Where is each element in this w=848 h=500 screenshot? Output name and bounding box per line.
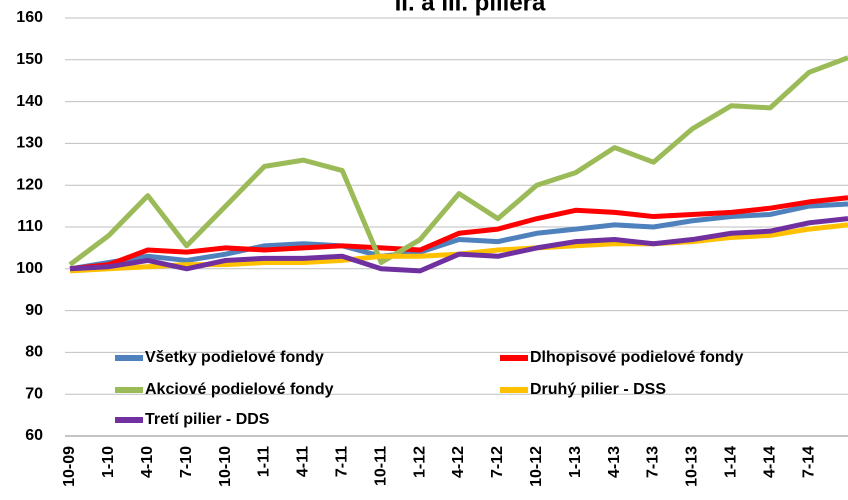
- y-tick-label: 130: [16, 135, 43, 152]
- y-tick-label: 110: [17, 218, 43, 235]
- y-tick-label: 160: [16, 9, 43, 26]
- x-tick-label: 4-14: [761, 446, 778, 478]
- chart-title: II. a III. piliera: [395, 0, 546, 16]
- x-tick-label: 1-12: [411, 446, 428, 478]
- x-tick-label: 1-10: [100, 446, 117, 478]
- x-tick-label: 7-11: [334, 446, 351, 477]
- x-tick-label: 1-11: [256, 446, 273, 477]
- x-tick-label: 4-13: [606, 446, 623, 478]
- y-tick-label: 140: [16, 93, 43, 110]
- series-line: [69, 195, 848, 272]
- y-tick-label: 150: [16, 51, 43, 68]
- x-tick-label: 10-09: [61, 446, 78, 487]
- x-tick-label: 4-12: [450, 446, 467, 478]
- y-tick-label: 80: [25, 344, 43, 361]
- x-tick-label: 7-14: [800, 446, 817, 478]
- y-tick-label: 100: [16, 260, 43, 277]
- y-tick-label: 60: [25, 427, 43, 444]
- legend-label: Akciové podielové fondy: [145, 381, 334, 398]
- legend-label: Tretí pilier - DDS: [145, 411, 270, 428]
- legend-label: Druhý pilier - DSS: [530, 381, 666, 398]
- x-tick-label: 10-13: [684, 446, 701, 487]
- x-tick-label: 10-12: [528, 446, 545, 487]
- y-tick-label: 70: [25, 385, 43, 402]
- series-line: [68, 55, 848, 267]
- x-tick-label: 7-13: [645, 446, 662, 478]
- x-tick-label: 7-10: [178, 446, 195, 478]
- y-tick-label: 90: [25, 302, 43, 319]
- x-tick-label: 10-10: [217, 446, 234, 487]
- x-tick-label: 1-14: [723, 446, 740, 478]
- x-tick-label: 10-11: [372, 446, 389, 486]
- legend-label: Všetky podielové fondy: [145, 349, 324, 366]
- series-line: [69, 201, 848, 272]
- legend-label: Dlhopisové podielové fondy: [530, 349, 743, 366]
- x-tick-label: 1-13: [567, 446, 584, 478]
- x-tick-label: 4-10: [139, 446, 156, 478]
- x-tick-label: 7-12: [489, 446, 506, 478]
- y-tick-label: 120: [16, 176, 43, 193]
- x-tick-label: 4-11: [295, 446, 312, 477]
- series-line: [69, 216, 848, 274]
